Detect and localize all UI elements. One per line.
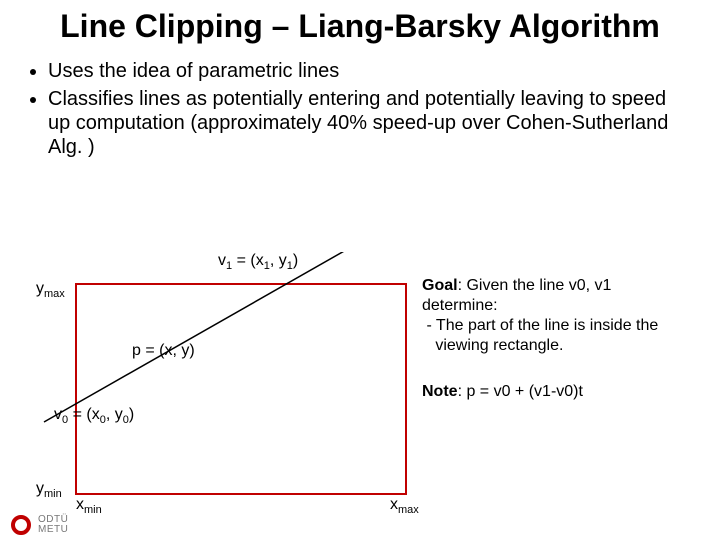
logo-line2: METU — [38, 525, 68, 535]
label-p: p = (x, y) — [132, 342, 195, 360]
page-title: Line Clipping – Liang-Barsky Algorithm — [0, 0, 720, 45]
clip-rectangle — [76, 284, 406, 494]
bullet-item: Classifies lines as potentially entering… — [48, 87, 692, 159]
diagram: v1 = (x1, y1) ymax p = (x, y) v0 = (x0, … — [36, 252, 684, 512]
note-text: Note: p = v0 + (v1-v0)t — [422, 382, 583, 402]
footer-logo: ODTÜ METU — [10, 514, 68, 536]
logo-icon — [10, 514, 32, 536]
parametric-line — [44, 252, 346, 422]
label-xmin: xmin — [76, 496, 102, 516]
label-v1: v1 = (x1, y1) — [218, 252, 298, 272]
goal-text: Goal: Given the line v0, v1determine: - … — [422, 276, 658, 356]
label-ymin: ymin — [36, 480, 62, 500]
bullet-list: Uses the idea of parametric lines Classi… — [0, 45, 720, 159]
label-xmax: xmax — [390, 496, 419, 516]
label-v0: v0 = (x0, y0) — [54, 406, 134, 426]
label-ymax: ymax — [36, 280, 65, 300]
bullet-item: Uses the idea of parametric lines — [48, 59, 692, 83]
logo-text: ODTÜ METU — [38, 515, 68, 535]
slide: Line Clipping – Liang-Barsky Algorithm U… — [0, 0, 720, 540]
